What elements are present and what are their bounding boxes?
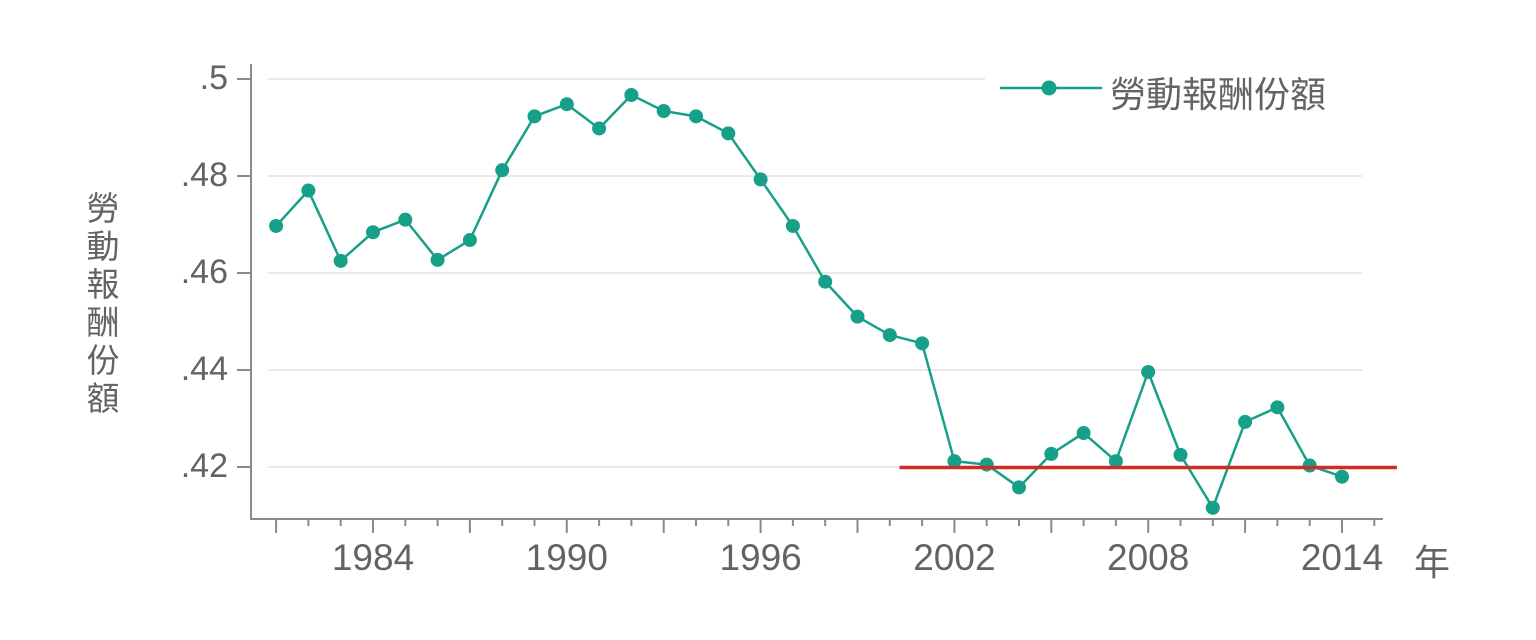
data-point	[1141, 364, 1156, 379]
data-point	[1335, 469, 1349, 484]
data-point	[1108, 454, 1123, 469]
data-point	[979, 457, 994, 472]
y-tick-label: .46	[180, 253, 228, 291]
data-point	[850, 309, 865, 324]
data-point	[947, 454, 962, 469]
data-point	[1205, 500, 1220, 515]
data-point	[882, 328, 897, 343]
legend-label: 勞動報酬份額	[1110, 74, 1327, 115]
data-point	[915, 336, 930, 351]
data-point	[1238, 414, 1253, 429]
data-point	[301, 183, 316, 198]
data-point	[559, 97, 574, 112]
x-tick-label: 2008	[1107, 537, 1190, 578]
legend-marker-sample	[1041, 80, 1057, 96]
data-point	[785, 218, 800, 233]
y-tick-label: .5	[199, 59, 228, 97]
data-point	[1012, 480, 1026, 495]
data-point	[430, 252, 445, 267]
data-point	[1302, 458, 1317, 473]
data-point	[1076, 426, 1091, 441]
data-point	[333, 253, 348, 268]
series-line	[275, 93, 1343, 509]
x-tick-label: 2014	[1300, 537, 1384, 578]
data-point	[689, 109, 703, 124]
x-tick-label: 1984	[331, 537, 415, 578]
y-tick-label: .42	[180, 447, 228, 485]
y-tick-label: .44	[180, 350, 228, 388]
data-point	[818, 274, 833, 289]
data-point	[721, 126, 736, 141]
data-point	[656, 104, 671, 119]
x-tick-label: 2002	[913, 537, 996, 578]
data-point	[1173, 447, 1188, 462]
x-tick-label: 1996	[719, 537, 802, 578]
data-point	[592, 121, 607, 136]
y-axis-title: 勞動報酬份額	[86, 190, 120, 417]
data-point	[366, 225, 380, 240]
x-tick-label: 1990	[525, 537, 608, 578]
data-point	[753, 172, 768, 187]
data-point	[495, 163, 510, 178]
data-point	[1044, 446, 1059, 461]
data-point	[1270, 400, 1285, 415]
data-point	[269, 218, 284, 233]
data-point	[527, 109, 542, 124]
data-point	[462, 233, 477, 248]
x-axis-title: 年	[1414, 542, 1451, 583]
data-point	[398, 212, 413, 227]
y-tick-label: .48	[180, 156, 228, 194]
data-point	[624, 88, 639, 103]
